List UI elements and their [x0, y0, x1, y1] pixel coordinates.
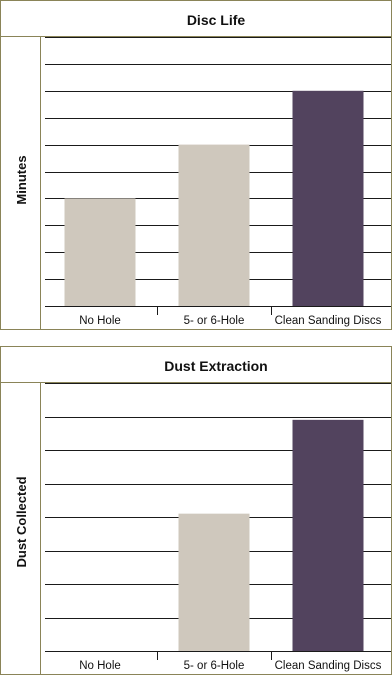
bar-5-or-6-hole: [178, 144, 250, 306]
x-tick-label: No Hole: [79, 315, 121, 327]
chart-title: Dust Extraction: [164, 358, 267, 374]
dust-extraction-chart: Dust Extraction Dust Collected No Hole 5-…: [0, 346, 392, 675]
y-axis-label: Dust Collected: [14, 476, 29, 567]
x-tick-label: Clean Sanding Discs: [275, 660, 382, 672]
x-tick-label: Clean Sanding Discs: [275, 315, 382, 327]
bar-no-hole: [64, 198, 136, 306]
dust-extraction-chart-svg: Dust Extraction Dust Collected No Hole 5-…: [0, 346, 392, 675]
chart-title: Disc Life: [187, 12, 246, 28]
bar-5-or-6-hole: [178, 513, 250, 651]
bar-clean-sanding-discs: [292, 90, 364, 306]
x-tick-label: 5- or 6-Hole: [184, 660, 245, 672]
x-tick-label: 5- or 6-Hole: [184, 315, 245, 327]
y-axis-label: Minutes: [14, 155, 29, 204]
disc-life-chart-svg: Disc Life Minutes No Hole 5- or 6-Hole Cle…: [0, 0, 392, 330]
disc-life-chart: Disc Life Minutes No Hole 5- or 6-Hole Cle…: [0, 0, 392, 330]
bar-clean-sanding-discs: [292, 419, 364, 651]
x-tick-label: No Hole: [79, 660, 121, 672]
